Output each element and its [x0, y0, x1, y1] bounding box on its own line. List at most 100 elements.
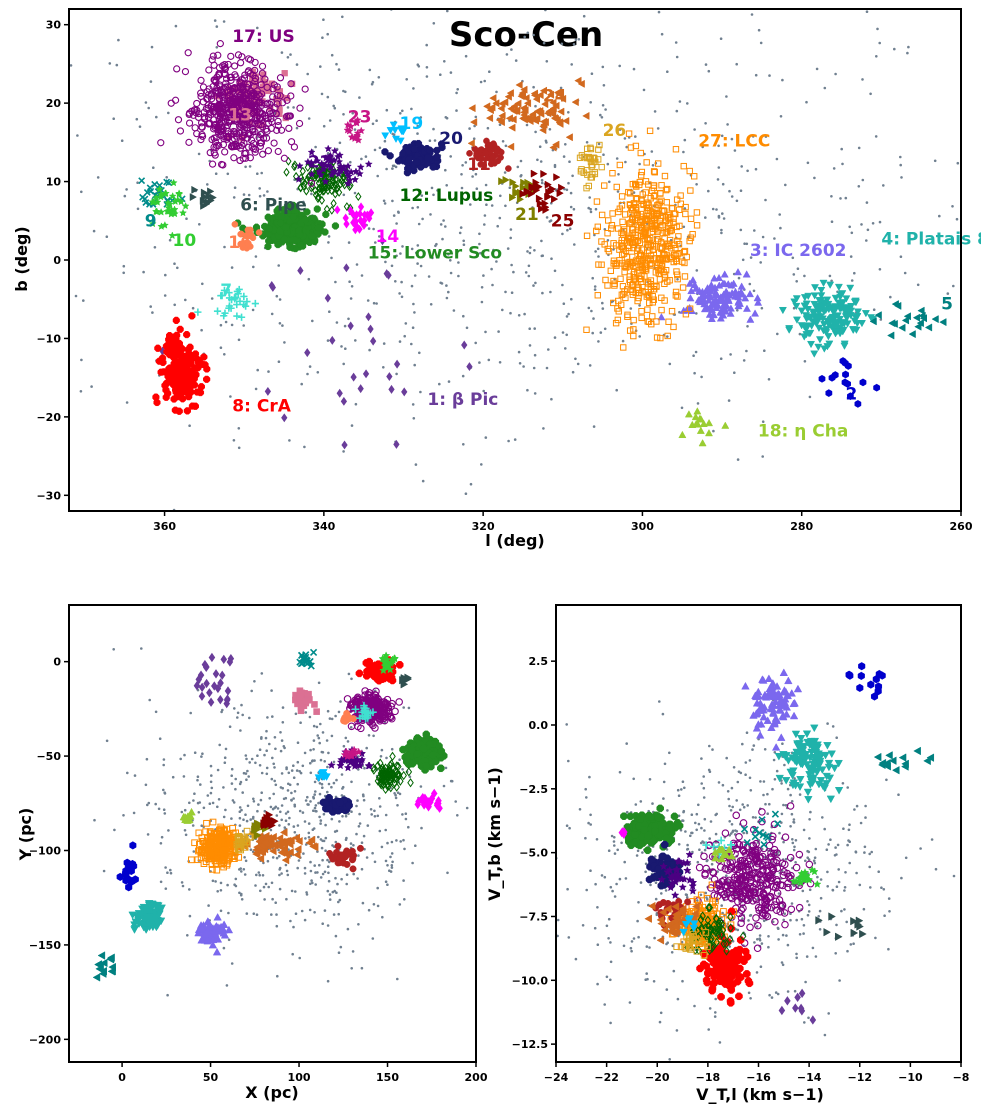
field-star-point — [745, 349, 748, 353]
bpic-point — [269, 282, 276, 292]
field-star-point — [328, 898, 332, 901]
field-star-point — [399, 252, 402, 255]
field-star-point — [238, 806, 242, 809]
lcc-point — [672, 252, 680, 259]
field-star-point — [258, 194, 262, 198]
field-star-point — [259, 889, 262, 893]
pipe-point — [207, 187, 215, 196]
field-star-point — [445, 116, 449, 120]
lcc-point — [635, 289, 643, 297]
field-star-point — [292, 764, 295, 767]
g14-point — [352, 220, 359, 230]
g7-point — [251, 299, 259, 308]
field-star-point — [736, 458, 740, 461]
g9-point — [139, 193, 147, 201]
bpic-point — [370, 336, 377, 346]
field-star-point — [350, 424, 354, 427]
platais8-point — [810, 292, 819, 300]
lcc-point — [625, 188, 632, 196]
field-star-point — [200, 755, 203, 758]
field-star-point — [666, 70, 669, 73]
field-star-point — [307, 831, 311, 835]
field-star-point — [459, 226, 463, 229]
lcc-point — [624, 313, 631, 320]
g5-point — [874, 311, 882, 320]
group-lcc-top — [583, 127, 701, 351]
field-star-point — [642, 88, 646, 92]
us-point — [374, 697, 382, 706]
platais8-point — [800, 333, 809, 341]
field-star-point — [540, 178, 544, 182]
field-star-point — [299, 721, 302, 724]
g14-point — [357, 202, 365, 212]
field-star-point — [350, 810, 353, 813]
field-star-point — [404, 812, 408, 815]
ic2602-point — [716, 307, 725, 316]
field-star-point — [510, 291, 514, 295]
us-point — [249, 139, 258, 148]
annotation-g11: 11 — [467, 155, 491, 175]
field-star-point — [484, 183, 488, 187]
field-star-point — [356, 877, 359, 880]
field-star-point — [277, 854, 281, 858]
us-point — [224, 60, 232, 69]
field-star-point — [405, 196, 408, 199]
us-point — [269, 93, 277, 101]
field-star-point — [427, 275, 431, 278]
g10-point — [382, 661, 391, 670]
field-star-point — [280, 772, 284, 775]
lupus-point — [308, 183, 315, 193]
lcc-point — [626, 190, 634, 197]
us-point — [258, 69, 267, 77]
us-point — [243, 134, 251, 142]
us-point — [377, 713, 385, 722]
g5-point — [890, 319, 898, 328]
field-star-point — [483, 79, 487, 83]
field-star-point — [351, 111, 355, 115]
field-star-point — [298, 809, 302, 813]
field-star-point — [245, 778, 248, 781]
field-star-point — [490, 204, 494, 207]
field-star-point — [509, 311, 512, 315]
field-star-point — [590, 309, 593, 313]
g19-point — [389, 121, 398, 129]
field-star-point — [503, 171, 507, 174]
field-star-point — [445, 296, 449, 300]
cra-point — [186, 383, 194, 391]
g26-point — [590, 158, 598, 166]
field-star-point — [528, 327, 531, 331]
g24-point — [467, 139, 475, 148]
lupus-point — [322, 176, 329, 186]
lcc-point — [642, 215, 650, 223]
us-point — [234, 51, 243, 59]
g19-point — [396, 137, 405, 145]
field-star-point — [565, 315, 569, 318]
field-star-point — [308, 715, 312, 719]
field-star-point — [533, 327, 536, 330]
top-y-label: b (deg) — [12, 226, 31, 291]
field-star-point — [140, 647, 143, 650]
lcc-point — [650, 193, 658, 200]
field-star-point — [449, 155, 453, 158]
us-point — [246, 56, 255, 64]
field-star-point — [313, 911, 316, 914]
field-star-point — [173, 262, 176, 266]
field-star-point — [761, 455, 764, 458]
field-star-point — [478, 242, 481, 246]
field-star-point — [366, 299, 370, 302]
field-star-point — [248, 761, 251, 764]
field-star-point — [115, 63, 119, 67]
field-star-point — [327, 871, 330, 875]
field-star-point — [529, 246, 532, 249]
field-star-point — [545, 141, 548, 144]
field-star-point — [462, 243, 466, 246]
g5-point — [898, 323, 906, 332]
field-star-point — [305, 893, 309, 896]
field-star-point — [126, 771, 129, 775]
ic2602-point — [692, 284, 701, 292]
field-star-point — [416, 244, 420, 247]
field-star-point — [360, 966, 364, 970]
field-star-point — [266, 207, 269, 211]
field-star-point — [181, 884, 185, 888]
lcc-point — [612, 260, 619, 268]
